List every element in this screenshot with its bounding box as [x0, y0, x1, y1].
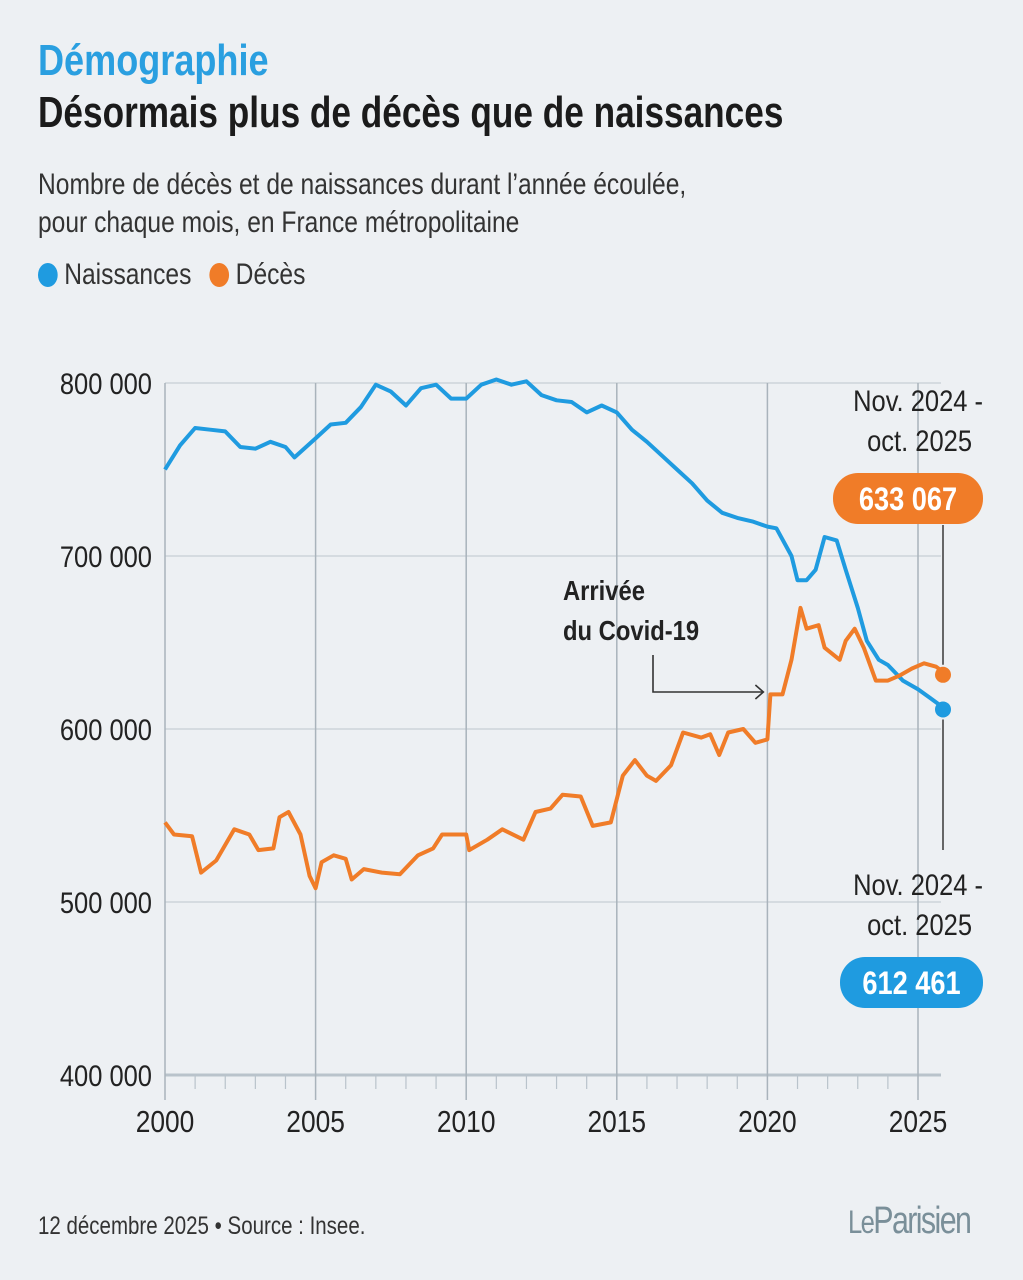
y-tick-label: 800 000 [60, 367, 152, 400]
callout-period-line-1: Nov. 2024 - [853, 868, 983, 901]
callout-period-line-2: oct. 2025 [867, 908, 972, 941]
callout-value-badge [840, 957, 983, 1008]
arrowhead-icon [754, 684, 765, 700]
callout-value-badge [833, 473, 983, 524]
y-tick-label: 700 000 [60, 540, 152, 573]
y-tick-label: 500 000 [60, 886, 152, 919]
callout-period-line-1: Nov. 2024 - [853, 384, 983, 417]
x-tick-label: 2005 [286, 1105, 345, 1139]
y-tick-label: 600 000 [60, 713, 152, 746]
chart-title: Désormais plus de décès que de naissance… [38, 88, 784, 137]
legend-label: Décès [235, 258, 306, 291]
legend-dot-icon [209, 263, 230, 287]
annotation-covid-line-1: Arrivée [563, 574, 645, 606]
source-note: 12 décembre 2025 • Source : Insee. [38, 1212, 366, 1240]
callout-value: 612 461 [862, 966, 960, 1002]
legend-dot-icon [38, 263, 58, 287]
y-tick-label: 400 000 [60, 1059, 152, 1092]
subtitle-line-2: pour chaque mois, en France métropolitai… [38, 206, 520, 239]
x-tick-label: 2020 [738, 1105, 797, 1139]
callout-period-line-2: oct. 2025 [867, 424, 972, 457]
end-point-naissances [935, 701, 951, 718]
x-tick-label: 2010 [437, 1105, 496, 1139]
callout-value: 633 067 [859, 482, 957, 518]
logo: LeParisien [848, 1200, 972, 1242]
series-line-naissances [163, 377, 945, 710]
legend-label: Naissances [64, 258, 192, 291]
subtitle-line-1: Nombre de décès et de naissances durant … [38, 168, 687, 201]
legend-item-deces: Décès [209, 258, 305, 292]
kicker: Démographie [38, 36, 269, 85]
annotation-covid-line-2: du Covid-19 [563, 614, 699, 646]
x-tick-label: 2025 [889, 1105, 948, 1139]
series-line-deces [163, 605, 945, 891]
covid-arrow [652, 655, 764, 693]
legend: Naissances Décès [38, 258, 323, 292]
end-point-deces [935, 666, 951, 683]
x-tick-label: 2015 [588, 1105, 647, 1139]
legend-item-naissances: Naissances [38, 258, 191, 292]
x-tick-label: 2000 [136, 1105, 195, 1139]
